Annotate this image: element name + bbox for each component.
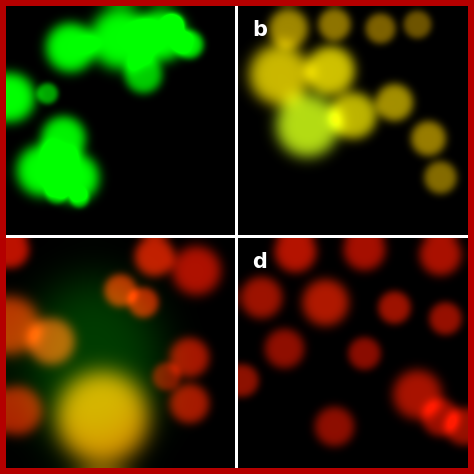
Text: d: d [252,252,267,272]
Text: b: b [252,20,267,40]
